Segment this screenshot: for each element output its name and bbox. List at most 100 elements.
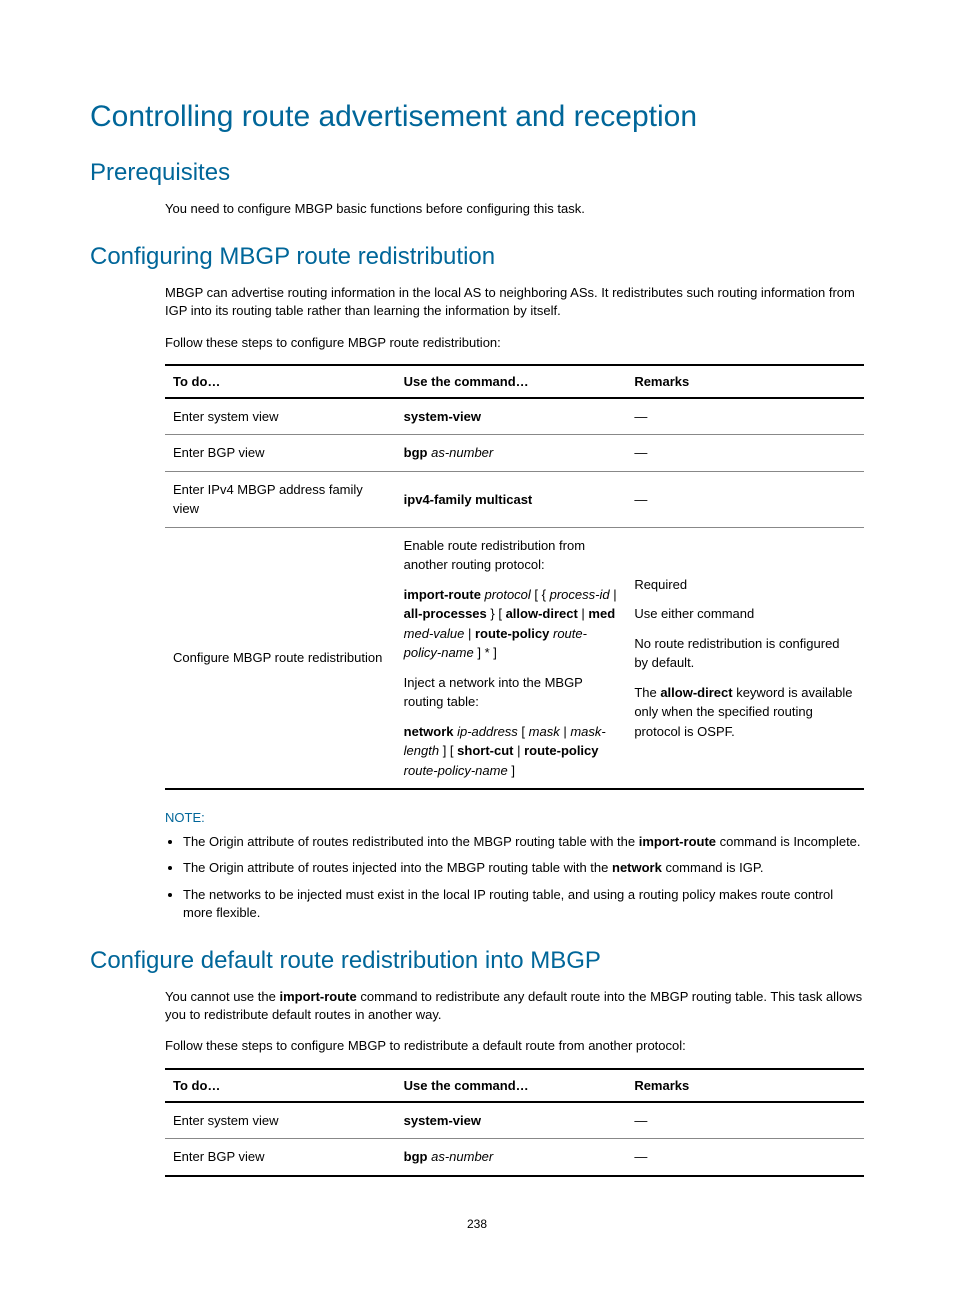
cell-remarks: — (626, 435, 864, 472)
cmd-part: med (588, 606, 615, 621)
note-label: NOTE: (165, 810, 864, 825)
dash: — (634, 445, 647, 460)
table-row: Enter system view system-view — (165, 1102, 864, 1139)
cell-cmd: bgp as-number (396, 435, 627, 472)
cmd-italic: as-number (427, 445, 493, 460)
cell-remarks: — (626, 398, 864, 435)
table-header-row: To do… Use the command… Remarks (165, 1069, 864, 1102)
dash: — (634, 409, 647, 424)
note-item: The Origin attribute of routes injected … (183, 859, 864, 877)
redist-paragraph: MBGP can advertise routing information i… (165, 284, 864, 320)
col-command: Use the command… (396, 1069, 627, 1102)
text: You cannot use the (165, 989, 279, 1004)
col-remarks: Remarks (626, 1069, 864, 1102)
dash: — (634, 1113, 647, 1128)
dash: — (634, 492, 647, 507)
prerequisites-text: You need to configure MBGP basic functio… (165, 200, 864, 218)
cell-cmd: ipv4-family multicast (396, 471, 627, 527)
cmd-bold: bgp (404, 445, 428, 460)
cmd-part: | (468, 626, 475, 641)
remark-line: Use either command (634, 604, 856, 624)
col-command: Use the command… (396, 365, 627, 398)
cmd-part: med-value (404, 626, 468, 641)
page-number: 238 (90, 1217, 864, 1231)
text: The Origin attribute of routes redistrib… (183, 834, 639, 849)
cmd-part: [ { (534, 587, 549, 602)
cmd-syntax: import-route protocol [ { process-id | a… (404, 585, 619, 663)
text: command is Incomplete. (716, 834, 861, 849)
cell-todo: Enter IPv4 MBGP address family view (165, 471, 396, 527)
cell-remarks: — (626, 1102, 864, 1139)
cell-todo: Enter system view (165, 398, 396, 435)
table-row: Configure MBGP route redistribution Enab… (165, 527, 864, 789)
defroute-paragraph: You cannot use the import-route command … (165, 988, 864, 1024)
defroute-lead: Follow these steps to configure MBGP to … (165, 1037, 864, 1055)
cell-cmd: system-view (396, 1102, 627, 1139)
cell-cmd: Enable route redistribution from another… (396, 527, 627, 789)
cell-remarks: — (626, 1139, 864, 1176)
dash: — (634, 1149, 647, 1164)
table-row: Enter IPv4 MBGP address family view ipv4… (165, 471, 864, 527)
remark-line: The allow-direct keyword is available on… (634, 683, 856, 742)
note-item: The Origin attribute of routes redistrib… (183, 833, 864, 851)
cmd-part: ] (511, 763, 515, 778)
cell-cmd: system-view (396, 398, 627, 435)
cmd-part: protocol (481, 587, 534, 602)
cmd-desc: Inject a network into the MBGP routing t… (404, 673, 619, 712)
cmd-part: network (404, 724, 454, 739)
section-heading-prerequisites: Prerequisites (90, 159, 864, 187)
cmd-part: ip-address (454, 724, 522, 739)
section-heading-default-route: Configure default route redistribution i… (90, 947, 864, 975)
cell-todo: Enter BGP view (165, 435, 396, 472)
remark-line: No route redistribution is configured by… (634, 634, 856, 673)
cmd-desc: Enable route redistribution from another… (404, 536, 619, 575)
cmd-part: | (514, 743, 525, 758)
cell-todo: Enter BGP view (165, 1139, 396, 1176)
cmd-part: } [ (487, 606, 506, 621)
cell-remarks: Required Use either command No route red… (626, 527, 864, 789)
cmd-part: [ (521, 724, 528, 739)
text: The Origin attribute of routes injected … (183, 860, 612, 875)
table-row: Enter BGP view bgp as-number — (165, 435, 864, 472)
remark-line: Required (634, 575, 856, 595)
text: command is IGP. (662, 860, 764, 875)
table-row: Enter system view system-view — (165, 398, 864, 435)
cmd-part: short-cut (457, 743, 513, 758)
redist-table: To do… Use the command… Remarks Enter sy… (165, 364, 864, 791)
cmd-part: ] * ] (477, 645, 497, 660)
note-list: The Origin attribute of routes redistrib… (165, 833, 864, 922)
page-title: Controlling route advertisement and rece… (90, 100, 864, 134)
cmd-part: route-policy-name (404, 763, 512, 778)
cmd-part: | (578, 606, 589, 621)
redist-lead: Follow these steps to configure MBGP rou… (165, 334, 864, 352)
cell-todo: Configure MBGP route redistribution (165, 527, 396, 789)
cmd-part: | (613, 587, 616, 602)
col-todo: To do… (165, 1069, 396, 1102)
cmd-text: system-view (404, 409, 481, 424)
note-box: NOTE: The Origin attribute of routes red… (165, 810, 864, 922)
note-item: The networks to be injected must exist i… (183, 886, 864, 922)
cmd-italic: as-number (427, 1149, 493, 1164)
cmd-part: process-id (550, 587, 614, 602)
table-row: Enter BGP view bgp as-number — (165, 1139, 864, 1176)
cmd-part: all-processes (404, 606, 487, 621)
cmd-part: allow-direct (506, 606, 578, 621)
cmd-syntax: network ip-address [ mask | mask-length … (404, 722, 619, 781)
text: The (634, 685, 660, 700)
cell-todo: Enter system view (165, 1102, 396, 1139)
text-bold: network (612, 860, 662, 875)
cell-cmd: bgp as-number (396, 1139, 627, 1176)
text-bold: import-route (279, 989, 356, 1004)
cmd-text: system-view (404, 1113, 481, 1128)
cmd-part: import-route (404, 587, 481, 602)
section-heading-redistribution: Configuring MBGP route redistribution (90, 243, 864, 271)
cmd-bold: bgp (404, 1149, 428, 1164)
col-remarks: Remarks (626, 365, 864, 398)
defroute-table: To do… Use the command… Remarks Enter sy… (165, 1068, 864, 1177)
cmd-text: ipv4-family multicast (404, 492, 533, 507)
cmd-part: mask (529, 724, 564, 739)
text-bold: import-route (639, 834, 716, 849)
col-todo: To do… (165, 365, 396, 398)
cmd-part: route-policy (524, 743, 598, 758)
cell-remarks: — (626, 471, 864, 527)
